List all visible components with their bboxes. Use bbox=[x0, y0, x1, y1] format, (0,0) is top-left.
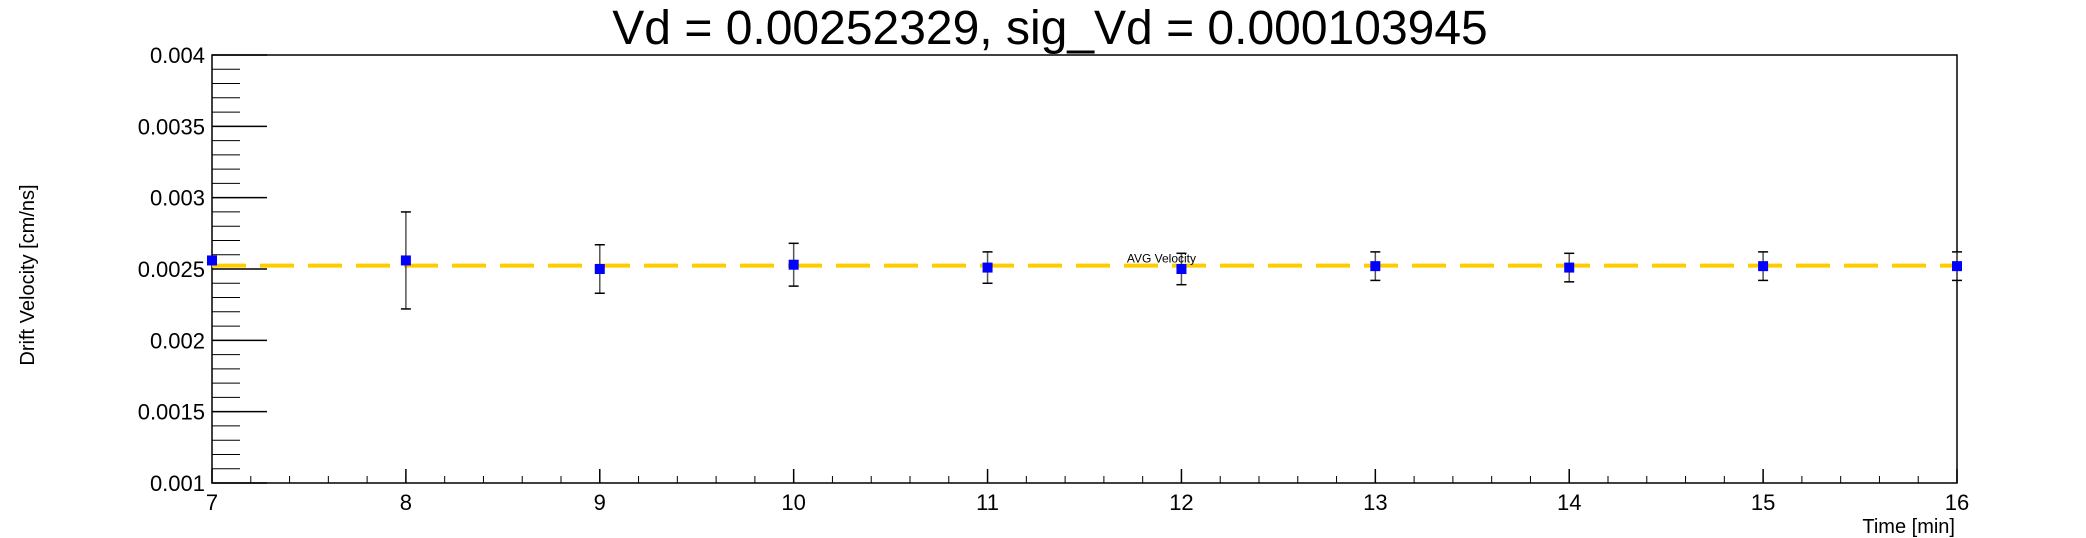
y-tick-label: 0.004 bbox=[150, 43, 205, 68]
x-tick-label: 9 bbox=[594, 490, 606, 515]
data-point bbox=[594, 264, 605, 274]
x-tick-label: 10 bbox=[781, 490, 805, 515]
data-point bbox=[1758, 261, 1769, 272]
y-axis-ticks: 0.001 0.0015 0.002 0.0025 0.003 0.0035 0.004 bbox=[138, 43, 267, 496]
data-point bbox=[1176, 264, 1187, 274]
x-tick-label: 7 bbox=[206, 490, 218, 515]
data-point bbox=[207, 255, 217, 266]
x-tick-label: 15 bbox=[1751, 490, 1775, 515]
data-point bbox=[982, 262, 993, 273]
minor-ticks bbox=[211, 54, 1958, 484]
x-tick-label: 13 bbox=[1363, 490, 1387, 515]
data-point bbox=[1370, 261, 1381, 272]
y-tick-label: 0.002 bbox=[150, 328, 205, 353]
x-tick-label: 11 bbox=[976, 490, 999, 515]
chart-title: Vd = 0.00252329, sig_Vd = 0.000103945 bbox=[612, 2, 1487, 55]
y-tick-label: 0.0035 bbox=[138, 114, 205, 139]
data-point bbox=[400, 255, 411, 266]
x-axis-ticks: 7 8 9 10 11 12 13 14 15 16 bbox=[206, 469, 1969, 515]
data-point bbox=[1564, 262, 1575, 273]
y-tick-label: 0.0015 bbox=[138, 400, 205, 425]
x-axis-label: Time [min] bbox=[1862, 516, 1955, 538]
x-tick-label: 14 bbox=[1557, 490, 1581, 515]
x-tick-label: 12 bbox=[1169, 490, 1193, 515]
y-tick-label: 0.001 bbox=[150, 471, 205, 496]
y-axis-label: Drift Velocity [cm/ns] bbox=[17, 184, 39, 365]
data-point bbox=[788, 259, 799, 270]
y-tick-label: 0.003 bbox=[150, 186, 205, 211]
ref-line-label: AVG Velocity bbox=[1127, 252, 1196, 266]
data-point bbox=[1952, 261, 1962, 272]
x-tick-label: 8 bbox=[400, 490, 412, 515]
x-tick-label: 16 bbox=[1945, 490, 1969, 515]
y-tick-label: 0.0025 bbox=[138, 257, 205, 282]
marker-layer bbox=[207, 255, 1962, 274]
